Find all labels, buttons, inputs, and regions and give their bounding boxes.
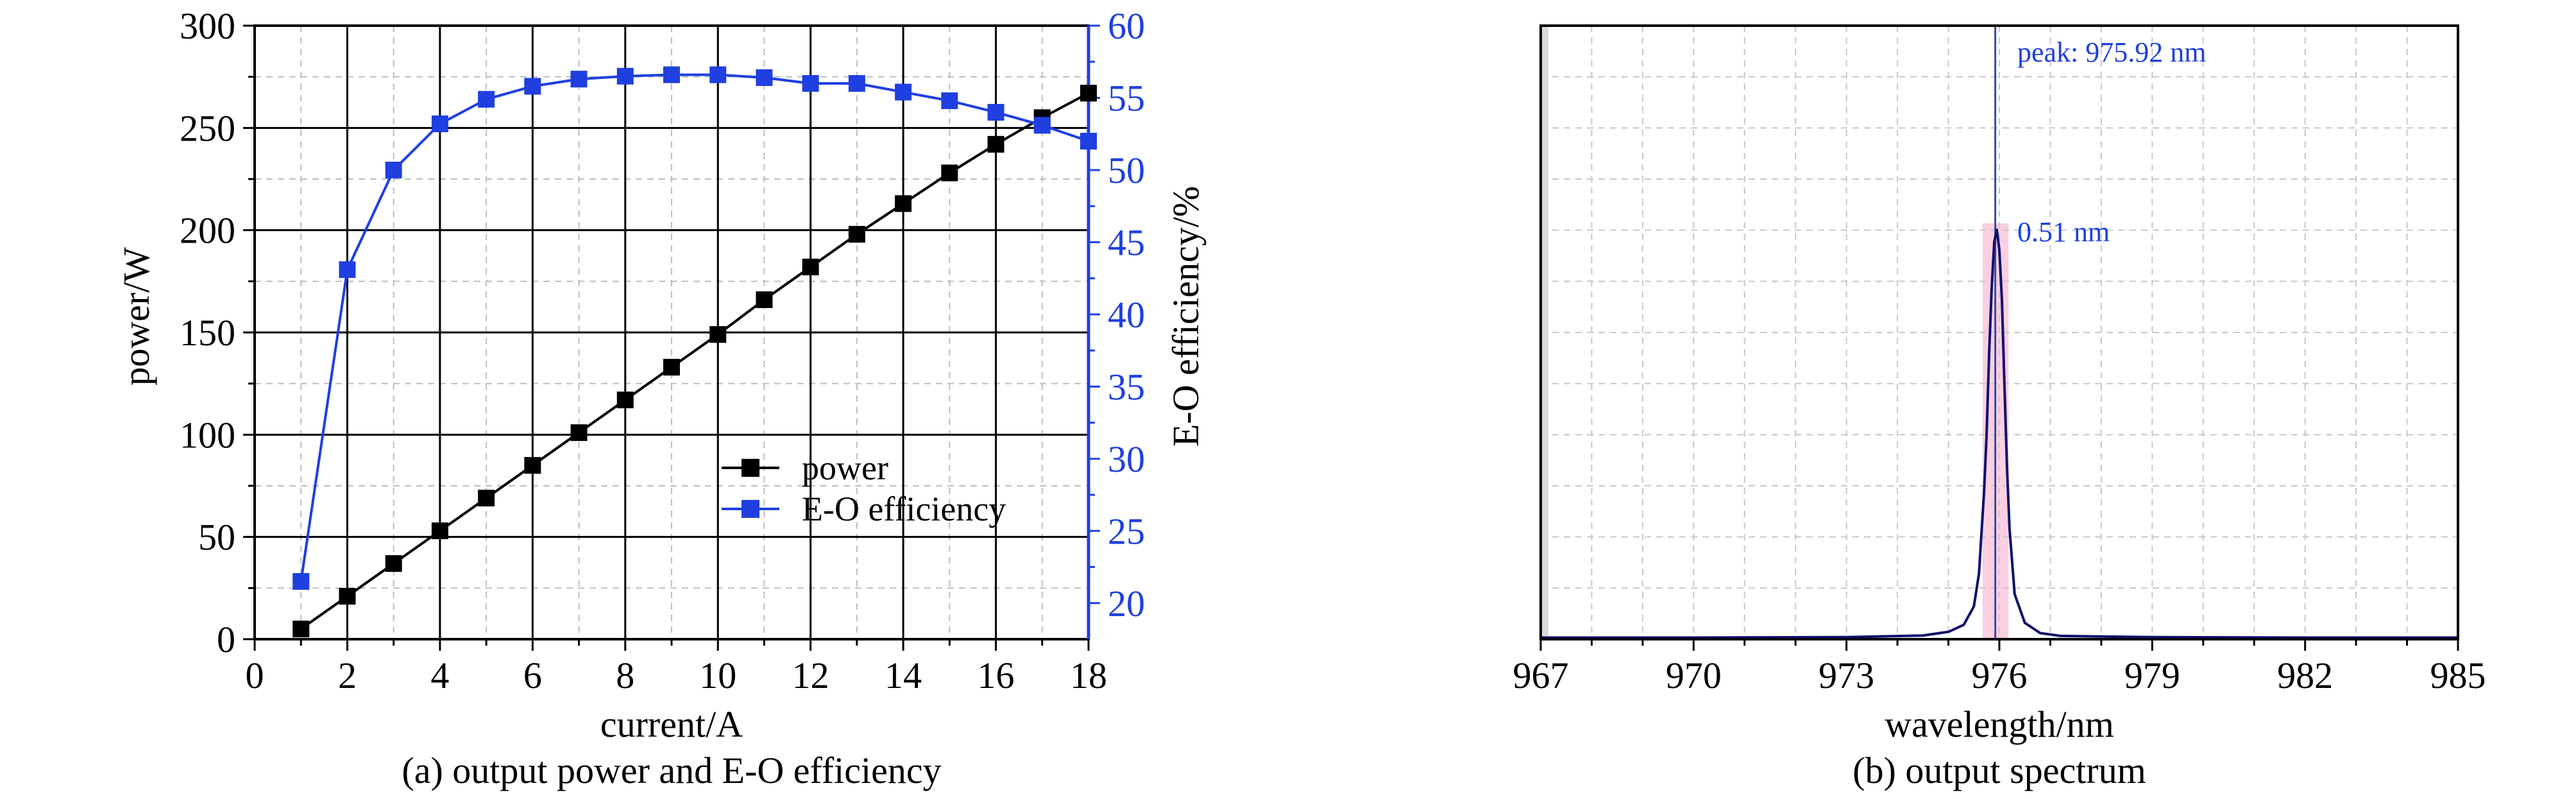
chart-a-y2-tick-label: 35 — [1108, 366, 1145, 408]
chart-a-point-efficiency — [802, 74, 819, 92]
chart-a-tick-marks — [243, 24, 1100, 651]
legend-marker-power — [741, 459, 759, 477]
chart-b: 967 970 973 976 979 982 985 peak: 975.92 nm 0.… — [1513, 24, 2486, 791]
chart-a-y-axis-label: power/W — [115, 247, 157, 386]
chart-a-point-efficiency — [848, 74, 865, 92]
chart-a-x-tick-label: 2 — [338, 655, 357, 696]
chart-a-point-power — [663, 359, 680, 376]
chart-a-y-tick-labels: 0 50 100 150 200 250 300 — [180, 5, 235, 660]
chart-a-point-efficiency — [339, 261, 356, 279]
chart-a-y-tick-label: 200 — [180, 210, 235, 252]
chart-a-point-efficiency — [756, 69, 773, 86]
chart-a-point-efficiency — [1033, 117, 1051, 134]
chart-a-y2-tick-label: 30 — [1108, 438, 1145, 480]
chart-b-x-tick-label: 976 — [1972, 655, 2028, 696]
chart-a-point-efficiency — [663, 66, 680, 83]
chart-a-y-tick-label: 250 — [180, 107, 235, 149]
chart-b-x-axis-label: wavelength/nm — [1885, 703, 2114, 745]
chart-a-point-efficiency — [616, 67, 634, 85]
chart-a-x-tick-label: 18 — [1070, 655, 1107, 696]
chart-a-point-power — [848, 226, 865, 243]
chart-b-x-tick-label: 970 — [1666, 655, 1722, 696]
chart-a-point-power — [756, 291, 773, 309]
chart-a-point-efficiency — [709, 66, 727, 83]
chart-a-x-tick-label: 14 — [885, 655, 922, 696]
chart-b-grid — [1541, 26, 2458, 639]
chart-a-y2-tick-label: 50 — [1108, 150, 1145, 191]
chart-a: 0 2 4 6 8 10 12 14 16 18 0 50 100 150 200 250 300 20 25 3… — [115, 5, 1207, 791]
chart-b-x-tick-label: 985 — [2430, 655, 2486, 696]
chart-a-series-group — [292, 66, 1097, 638]
chart-a-x-tick-label: 10 — [699, 655, 736, 696]
chart-a-y2-tick-label: 25 — [1108, 510, 1145, 552]
chart-a-point-power — [616, 391, 634, 409]
chart-a-series-line-power — [300, 92, 1089, 630]
chart-a-point-efficiency — [385, 161, 402, 178]
chart-a-y2-axis-label: E-O efficiency/% — [1165, 186, 1207, 447]
chart-b-x-tick-label: 967 — [1513, 655, 1569, 696]
chart-a-x-tick-label: 0 — [246, 655, 264, 696]
chart-a-point-efficiency — [570, 71, 588, 88]
chart-a-point-power — [431, 522, 448, 540]
chart-a-point-power — [1080, 85, 1097, 102]
chart-a-y-tick-label: 150 — [180, 312, 235, 354]
chart-a-point-power — [941, 164, 958, 182]
chart-b-fwhm-label: 0.51 nm — [2017, 216, 2110, 248]
chart-a-point-efficiency — [478, 90, 495, 108]
chart-a-point-efficiency — [431, 115, 448, 132]
chart-a-point-efficiency — [524, 78, 541, 95]
chart-a-y-tick-label: 50 — [198, 517, 235, 558]
chart-a-y2-tick-labels: 20 25 30 35 40 45 50 55 60 — [1108, 5, 1145, 624]
chart-b-tick-marks — [1539, 639, 2459, 651]
chart-a-x-tick-label: 12 — [792, 655, 829, 696]
chart-a-x-tick-label: 8 — [616, 655, 634, 696]
legend-label-power: power — [802, 449, 888, 487]
chart-a-point-efficiency — [895, 83, 912, 101]
chart-a-x-tick-label: 6 — [523, 655, 542, 696]
chart-b-left-edge-strip — [1541, 26, 1548, 639]
chart-a-point-power — [524, 457, 541, 474]
chart-b-peak-label: peak: 975.92 nm — [2017, 37, 2207, 68]
chart-a-point-power — [385, 555, 402, 572]
chart-a-y2-tick-label: 55 — [1108, 77, 1145, 119]
chart-a-point-power — [987, 135, 1004, 153]
chart-a-point-power — [802, 259, 819, 276]
chart-b-x-tick-label: 973 — [1818, 655, 1874, 696]
chart-a-point-efficiency — [941, 92, 958, 109]
chart-b-spectrum-line — [1541, 228, 2458, 639]
chart-a-point-power — [292, 621, 310, 638]
chart-a-point-power — [570, 424, 588, 442]
chart-a-y2-tick-label: 60 — [1108, 5, 1145, 47]
chart-a-y2-tick-label: 40 — [1108, 294, 1145, 336]
chart-a-legend: power E-O efficiency — [722, 449, 1006, 528]
chart-a-point-efficiency — [292, 573, 310, 590]
chart-a-y-tick-label: 100 — [180, 414, 235, 456]
chart-a-point-power — [709, 326, 727, 343]
chart-a-point-power — [478, 490, 495, 507]
chart-a-x-tick-label: 4 — [430, 655, 449, 696]
chart-a-caption: (a) output power and E-O efficiency — [402, 750, 941, 791]
chart-a-point-power — [895, 195, 912, 212]
legend-label-efficiency: E-O efficiency — [802, 490, 1006, 528]
chart-a-y2-tick-label: 45 — [1108, 221, 1145, 263]
legend-marker-efficiency — [741, 500, 759, 518]
chart-b-caption: (b) output spectrum — [1852, 750, 2146, 791]
chart-a-x-axis-label: current/A — [600, 703, 743, 745]
chart-b-x-tick-label: 979 — [2124, 655, 2180, 696]
chart-a-y-tick-label: 300 — [180, 5, 235, 47]
chart-a-x-tick-label: 16 — [978, 655, 1015, 696]
chart-a-y2-tick-label: 20 — [1108, 583, 1145, 624]
chart-a-x-tick-labels: 0 2 4 6 8 10 12 14 16 18 — [246, 655, 1108, 696]
chart-a-point-efficiency — [1080, 132, 1097, 150]
chart-b-x-tick-label: 982 — [2277, 655, 2333, 696]
chart-a-point-efficiency — [987, 103, 1004, 121]
chart-b-x-tick-labels: 967 970 973 976 979 982 985 — [1513, 655, 2486, 696]
chart-a-point-power — [339, 588, 356, 605]
chart-a-y-tick-label: 0 — [217, 619, 235, 660]
